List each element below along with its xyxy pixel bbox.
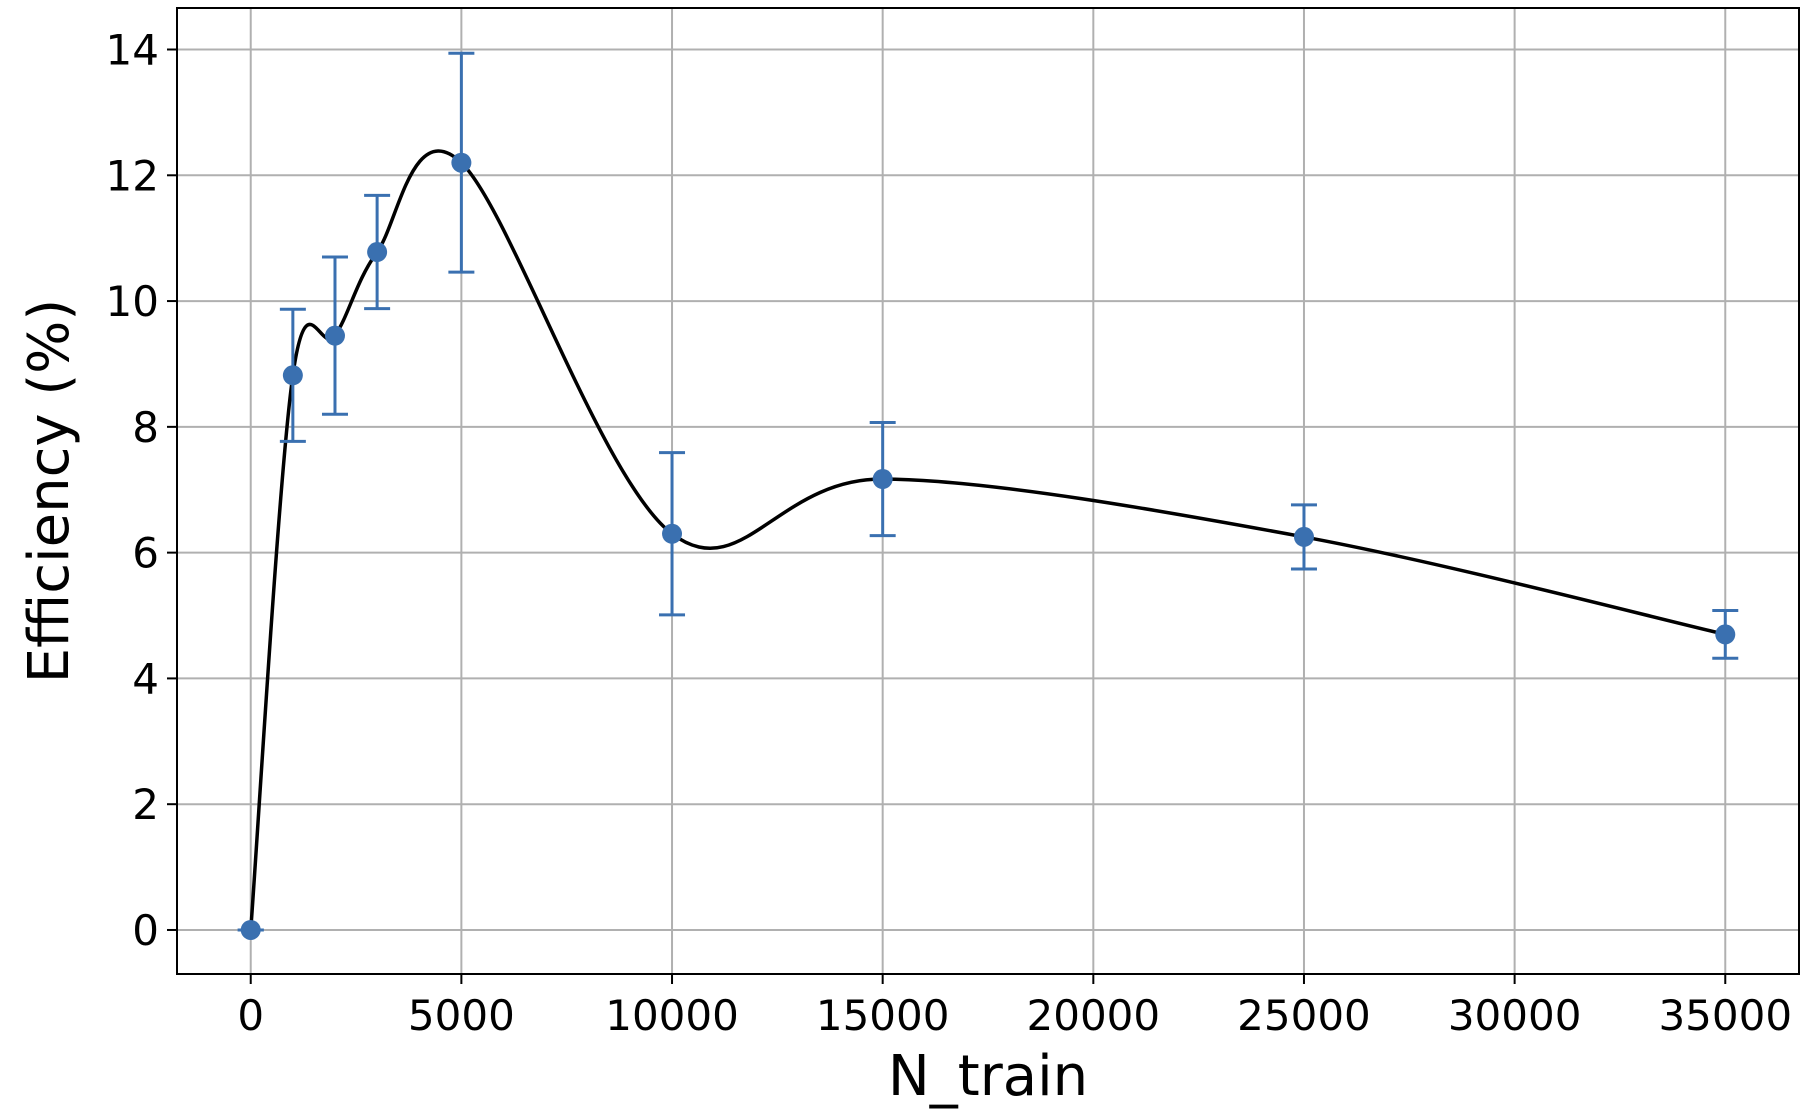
x-axis-label: N_train [888, 1044, 1088, 1109]
x-tick-label: 30000 [1448, 991, 1582, 1040]
y-tick-label: 0 [132, 906, 159, 955]
x-tick-label: 10000 [605, 991, 739, 1040]
y-tick-label: 2 [132, 780, 159, 829]
point [282, 365, 303, 386]
y-tick-label: 12 [106, 151, 159, 200]
point [324, 325, 345, 346]
x-tick-label: 35000 [1658, 991, 1792, 1040]
y-tick-label: 14 [106, 26, 159, 75]
point [451, 152, 472, 173]
point [1715, 624, 1736, 645]
plot-frame [176, 7, 1800, 975]
point [367, 242, 388, 263]
point [1293, 526, 1314, 547]
point [662, 523, 683, 544]
x-tick-label: 0 [237, 991, 264, 1040]
y-tick-label: 8 [132, 403, 159, 452]
x-tick-label: 25000 [1237, 991, 1371, 1040]
y-tick-label: 6 [132, 529, 159, 578]
grid [177, 8, 1799, 974]
fit-curve [248, 149, 1726, 931]
point [240, 919, 261, 940]
y-axis-label: Efficiency (%) [17, 299, 82, 683]
x-tick-label: 5000 [408, 991, 515, 1040]
point [872, 469, 893, 490]
y-tick-label: 4 [132, 654, 159, 703]
y-tick-label: 10 [106, 277, 159, 326]
x-tick-label: 15000 [816, 991, 950, 1040]
x-tick-label: 20000 [1027, 991, 1161, 1040]
